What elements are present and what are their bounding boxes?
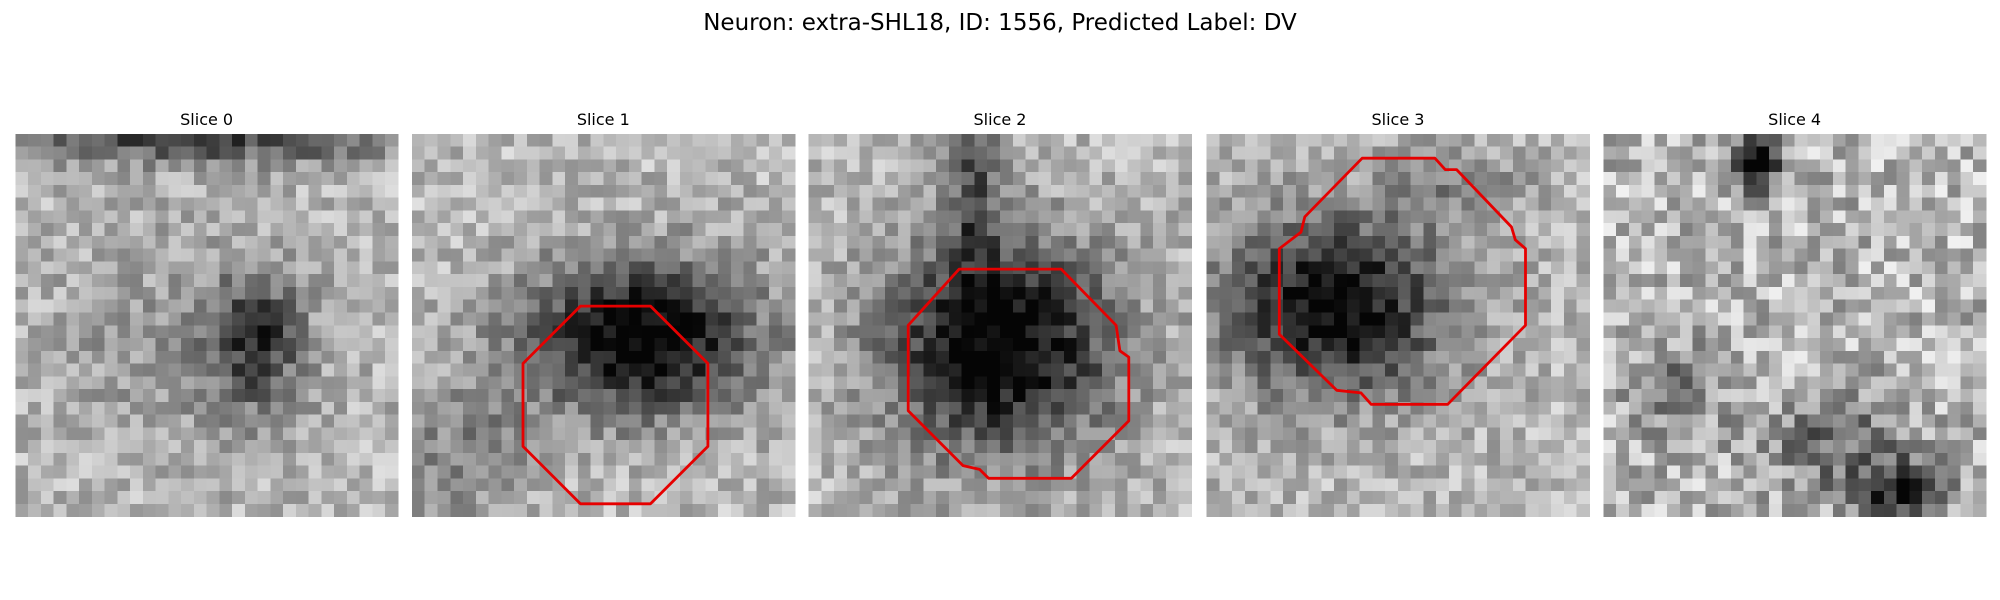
slice-image	[1206, 133, 1590, 518]
image-panel: Slice 1	[411, 110, 796, 518]
slice-image	[1603, 133, 1987, 518]
panel-title: Slice 0	[180, 110, 233, 129]
contour	[906, 267, 1131, 480]
contour	[1277, 156, 1527, 406]
slice-image	[15, 133, 399, 518]
image-panel: Slice 4	[1603, 110, 1987, 518]
slice-image	[808, 133, 1192, 518]
panel-title: Slice 4	[1768, 110, 1821, 129]
image-panel: Slice 2	[808, 110, 1192, 518]
contour	[521, 304, 710, 506]
figure-title: Neuron: extra-SHL18, ID: 1556, Predicted…	[703, 10, 1297, 36]
panel-title: Slice 3	[1371, 110, 1424, 129]
image-panel: Slice 0	[15, 110, 399, 518]
image-panel: Slice 3	[1206, 110, 1590, 518]
panel-title: Slice 1	[577, 110, 630, 129]
panel-title: Slice 2	[974, 110, 1027, 129]
slice-image	[411, 133, 796, 518]
